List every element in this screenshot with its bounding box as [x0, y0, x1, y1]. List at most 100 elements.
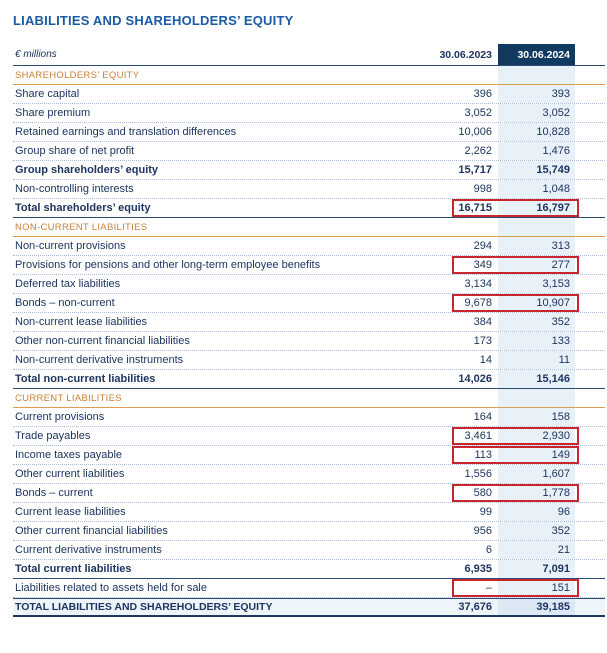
- row-label: Provisions for pensions and other long-t…: [15, 259, 321, 271]
- section-header-row: SHAREHOLDERS’ EQUITY: [13, 66, 605, 85]
- value-2024: 3,052: [498, 104, 575, 122]
- value-2024: 393: [498, 85, 575, 103]
- value-2023: 3,052: [464, 107, 492, 119]
- table-row: Provisions for pensions and other long-t…: [13, 256, 605, 275]
- row-spacer: [575, 123, 605, 141]
- section-band: [498, 218, 575, 236]
- row-spacer: [575, 446, 605, 464]
- value-2023: 580: [473, 487, 492, 499]
- value-2023: 37,676: [458, 601, 492, 613]
- row-label: Retained earnings and translation differ…: [15, 126, 237, 138]
- row-spacer: [575, 313, 605, 331]
- table-row: Group share of net profit 2,262 1,476: [13, 142, 605, 161]
- section-header-row: CURRENT LIABILITIES: [13, 389, 605, 408]
- row-label: Non-controlling interests: [15, 183, 134, 195]
- row-label: Group share of net profit: [15, 145, 135, 157]
- value-2023: 14,026: [458, 373, 492, 385]
- table-row: Bonds – non-current 9,678 10,907: [13, 294, 605, 313]
- table-row: Retained earnings and translation differ…: [13, 123, 605, 142]
- table-row: Deferred tax liabilities 3,134 3,153: [13, 275, 605, 294]
- value-2024: 1,048: [498, 180, 575, 198]
- row-label: Other non-current financial liabilities: [15, 335, 190, 347]
- row-spacer: [575, 85, 605, 103]
- value-2023: 349: [473, 259, 492, 271]
- value-2023: 2,262: [464, 145, 492, 157]
- value-2024: 16,797: [498, 199, 575, 217]
- table-row: Other non-current financial liabilities 1…: [13, 332, 605, 351]
- row-label: Bonds – non-current: [15, 297, 115, 309]
- row-spacer: [575, 560, 605, 578]
- row-label: Deferred tax liabilities: [15, 278, 121, 290]
- table-row: Share premium 3,052 3,052: [13, 104, 605, 123]
- row-label: Current derivative instruments: [15, 544, 162, 556]
- row-spacer: [575, 351, 605, 369]
- row-label: Current lease liabilities: [15, 506, 126, 518]
- value-2023: –: [485, 582, 492, 594]
- row-label: Income taxes payable: [15, 449, 123, 461]
- table-row: Total shareholders’ equity 16,715 16,797: [13, 199, 605, 218]
- value-2024: 133: [498, 332, 575, 350]
- row-spacer: [575, 599, 605, 615]
- table-row: Current derivative instruments 6 21: [13, 541, 605, 560]
- column-header-2024: 30.06.2024: [498, 44, 575, 65]
- value-2023: 396: [473, 88, 492, 100]
- grand-total-row: TOTAL LIABILITIES AND SHAREHOLDERS’ EQUI…: [13, 598, 605, 617]
- value-2023: 294: [473, 240, 492, 252]
- row-spacer: [575, 465, 605, 483]
- value-2023: 10,006: [458, 126, 492, 138]
- unit-label: € millions: [15, 49, 57, 60]
- row-spacer: [575, 256, 605, 274]
- table-row: Other current financial liabilities 956 35…: [13, 522, 605, 541]
- value-2024: 10,907: [498, 294, 575, 312]
- value-2023: 956: [473, 525, 492, 537]
- value-2023: 1,556: [464, 468, 492, 480]
- row-spacer: [575, 199, 605, 217]
- value-2023: 3,134: [464, 278, 492, 290]
- value-2024: 151: [498, 579, 575, 597]
- value-2024: 3,153: [498, 275, 575, 293]
- value-2023: 173: [473, 335, 492, 347]
- value-2023: 99: [479, 506, 492, 518]
- table-row: Non-current lease liabilities 384 352: [13, 313, 605, 332]
- value-2023: 9,678: [464, 297, 492, 309]
- table-row: Non-current derivative instruments 14 11: [13, 351, 605, 370]
- value-2023: 998: [473, 183, 492, 195]
- value-2024: 1,778: [498, 484, 575, 502]
- table-row: Non-current provisions 294 313: [13, 237, 605, 256]
- grand-total-label: TOTAL LIABILITIES AND SHAREHOLDERS’ EQUI…: [15, 601, 273, 613]
- row-spacer: [575, 427, 605, 445]
- value-2024: 313: [498, 237, 575, 255]
- table-row: Non-controlling interests 998 1,048: [13, 180, 605, 199]
- table-row: Group shareholders’ equity 15,717 15,749: [13, 161, 605, 180]
- row-label: Total non-current liabilities: [15, 373, 156, 385]
- value-2024: 352: [498, 522, 575, 540]
- value-2024: 15,146: [498, 370, 575, 388]
- table-row: Share capital 396 393: [13, 85, 605, 104]
- value-2024: 158: [498, 408, 575, 426]
- value-2023: 3,461: [464, 430, 492, 442]
- table-row: Current provisions 164 158: [13, 408, 605, 427]
- liabilities-equity-table: € millions 30.06.2023 30.06.2024 SHAREHO…: [13, 44, 605, 617]
- row-spacer: [575, 66, 605, 84]
- table-row: Other current liabilities 1,556 1,607: [13, 465, 605, 484]
- row-label: Non-current provisions: [15, 240, 126, 252]
- row-label: Non-current derivative instruments: [15, 354, 184, 366]
- row-spacer: [575, 389, 605, 407]
- table-row: Income taxes payable 113 149: [13, 446, 605, 465]
- row-label: Other current financial liabilities: [15, 525, 168, 537]
- value-2023: 14: [479, 354, 492, 366]
- section-header-label: SHAREHOLDERS’ EQUITY: [15, 69, 140, 81]
- value-2024: 277: [498, 256, 575, 274]
- table-row: Bonds – current 580 1,778: [13, 484, 605, 503]
- section-band: [498, 66, 575, 84]
- value-2024: 15,749: [498, 161, 575, 179]
- value-2024: 1,607: [498, 465, 575, 483]
- row-spacer: [575, 142, 605, 160]
- row-spacer: [575, 522, 605, 540]
- value-2024: 39,185: [498, 599, 575, 615]
- row-label: Non-current lease liabilities: [15, 316, 148, 328]
- value-2024: 10,828: [498, 123, 575, 141]
- row-label: Other current liabilities: [15, 468, 125, 480]
- value-2024: 149: [498, 446, 575, 464]
- financial-statement-page: LIABILITIES AND SHAREHOLDERS’ EQUITY € m…: [13, 13, 605, 617]
